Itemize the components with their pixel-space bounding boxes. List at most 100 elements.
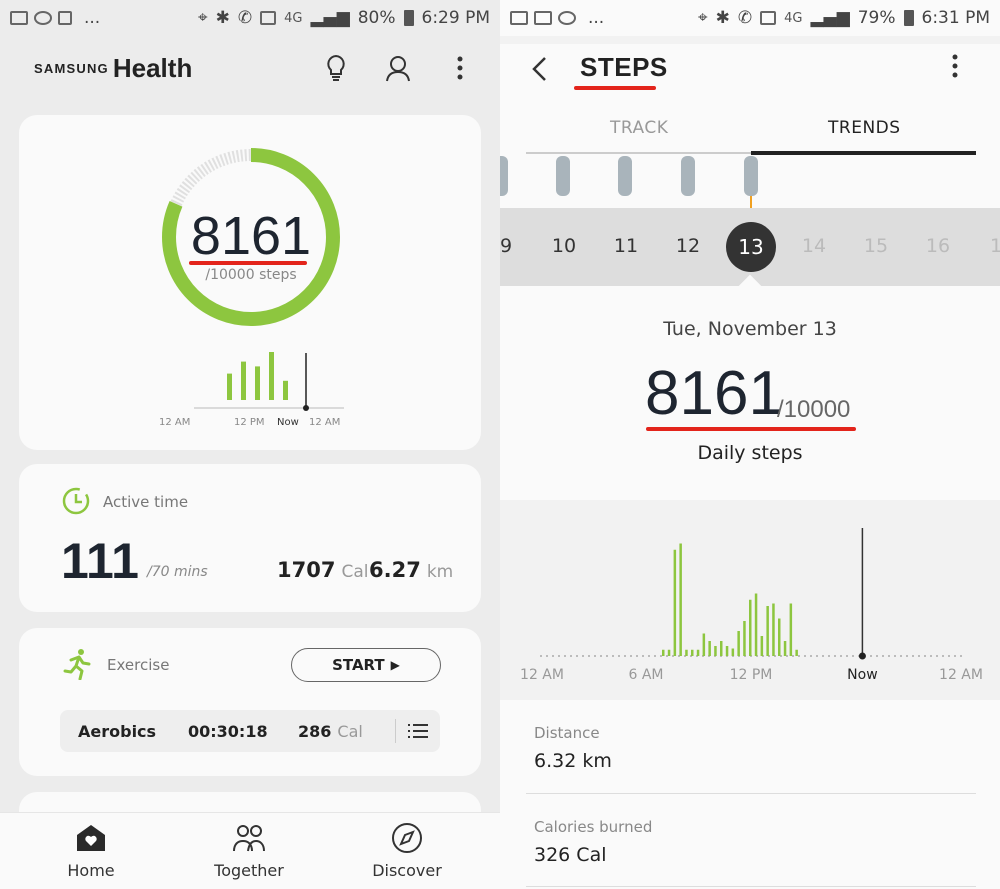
active-time-card[interactable]: Active time 111 /70 mins 1707 Cal 6.27 km xyxy=(19,464,481,612)
exercise-label: Exercise xyxy=(107,656,170,674)
chart-bar xyxy=(754,593,758,656)
chart-bar xyxy=(789,603,793,656)
chart-bar xyxy=(691,649,694,656)
day-14[interactable]: 14 xyxy=(801,235,827,257)
more-options-icon[interactable] xyxy=(446,53,474,83)
steps-count: 8161 xyxy=(190,206,312,266)
day-selector: 9 10 11 12 13 14 15 16 1 xyxy=(500,208,1000,286)
info-divider xyxy=(526,793,976,794)
signal-box-icon xyxy=(260,11,277,25)
signal-icon: ▂▄▆ xyxy=(310,8,350,28)
day-16[interactable]: 16 xyxy=(925,235,951,257)
bluetooth-icon: ✱ xyxy=(215,8,230,28)
mail-icon xyxy=(10,11,28,25)
call-icon: ✆ xyxy=(737,8,753,28)
day-17-partial[interactable]: 1 xyxy=(989,235,1000,257)
location-icon: ⌖ xyxy=(698,8,708,28)
play-icon: ▶ xyxy=(390,658,400,672)
chart-bar xyxy=(760,636,764,656)
battery-icon xyxy=(903,10,914,26)
list-icon[interactable] xyxy=(408,721,428,741)
day-11[interactable]: 11 xyxy=(613,235,639,257)
daily-steps-count: 8161 xyxy=(645,359,783,428)
battery-icon xyxy=(403,10,414,26)
tab-bar: TRACK TRENDS xyxy=(500,94,1000,156)
chart-bar xyxy=(749,599,752,656)
chart-x-label: 12 AM xyxy=(939,667,983,683)
more-options-icon[interactable] xyxy=(952,54,958,78)
start-exercise-button[interactable]: START ▶ xyxy=(291,648,441,682)
chart-bar xyxy=(766,606,769,656)
detail-info: Distance 6.32 km Calories burned 326 Cal xyxy=(500,700,1000,889)
start-label: START xyxy=(332,656,385,674)
date-label: Tue, November 13 xyxy=(663,318,837,340)
timer-icon xyxy=(62,487,90,515)
steps-card[interactable]: 8161 /10000 steps 12 AM 12 PM Now 12 AM xyxy=(19,115,481,450)
tab-track-indicator xyxy=(526,152,751,154)
compass-icon xyxy=(390,821,424,855)
mail-icon xyxy=(534,11,552,25)
back-arrow-icon[interactable] xyxy=(528,54,552,84)
chart-bar xyxy=(743,621,746,656)
notification-icon xyxy=(34,11,52,25)
brand-samsung: SAMSUNG xyxy=(34,60,109,76)
chart-bar xyxy=(795,649,798,656)
mini-label-end: 12 AM xyxy=(309,417,341,428)
day-9[interactable]: 9 xyxy=(500,235,513,257)
daily-steps-goal: /10000 xyxy=(777,396,851,423)
steps-underline xyxy=(189,261,307,265)
chart-bar xyxy=(673,549,677,656)
nav-discover[interactable]: Discover xyxy=(352,821,462,880)
distance-stat: 6.27 km xyxy=(369,558,453,582)
mini-chart-bar xyxy=(283,380,288,400)
network-type: 4G xyxy=(284,10,303,26)
nav-together-label: Together xyxy=(214,861,284,880)
chart-bar xyxy=(667,649,671,656)
calories-stat: 1707 Cal xyxy=(277,558,368,582)
day-15[interactable]: 15 xyxy=(863,235,889,257)
active-time-value: 111 xyxy=(61,533,139,589)
mini-label-noon: 12 PM xyxy=(234,417,265,428)
brand-health: Health xyxy=(112,52,193,83)
active-time-unit: /70 mins xyxy=(147,564,208,580)
battery-percent: 80% xyxy=(357,8,396,28)
chart-bar xyxy=(737,631,740,656)
gallery-icon xyxy=(510,11,528,25)
window-icon xyxy=(58,11,72,25)
nav-together[interactable]: Together xyxy=(194,821,304,880)
exercise-card[interactable]: Exercise START ▶ Aerobics 00:30:18 286 Ca… xyxy=(19,628,481,776)
steps-mini-chart xyxy=(194,352,344,411)
exercise-calories: 286 Cal xyxy=(298,721,363,741)
chart-x-label: 6 AM xyxy=(628,667,663,683)
chart-bar xyxy=(696,649,700,656)
title-underline xyxy=(574,86,656,90)
day-13-selected[interactable]: 13 xyxy=(726,222,776,272)
signal-box-icon xyxy=(760,11,777,25)
tab-trends-indicator xyxy=(751,151,976,155)
steps-header: STEPS xyxy=(500,44,1000,94)
chart-bar xyxy=(720,641,723,656)
tab-track[interactable]: TRACK xyxy=(610,118,669,138)
profile-icon[interactable] xyxy=(384,53,412,83)
chart-bar xyxy=(662,649,665,656)
recent-exercise-row[interactable]: Aerobics 00:30:18 286 Cal xyxy=(60,710,440,752)
trend-bars xyxy=(500,156,758,208)
tab-trends[interactable]: TRENDS xyxy=(828,118,901,138)
nav-home[interactable]: Home xyxy=(36,821,146,880)
trend-bars-strip xyxy=(500,156,1000,208)
mini-chart-bar xyxy=(241,361,246,400)
app-header: SAMSUNG Health xyxy=(34,46,474,90)
mini-label-now: Now xyxy=(277,417,299,428)
tips-lightbulb-icon[interactable] xyxy=(322,53,350,83)
distance-value: 6.32 km xyxy=(534,750,612,772)
daily-steps-label: Daily steps xyxy=(697,442,803,464)
mini-label-start: 12 AM xyxy=(159,417,191,428)
chart-bar xyxy=(702,633,706,656)
active-time-label: Active time xyxy=(103,493,189,511)
steps-underline xyxy=(646,427,856,431)
steps-detail-screen: ... ⌖ ✱ ✆ 4G ▂▄▆ 79% 6:31 PM STEPS TRACK… xyxy=(500,0,1000,889)
day-12[interactable]: 12 xyxy=(675,235,701,257)
home-heart-icon xyxy=(74,821,108,855)
day-10[interactable]: 10 xyxy=(551,235,577,257)
notification-icon xyxy=(558,11,576,25)
